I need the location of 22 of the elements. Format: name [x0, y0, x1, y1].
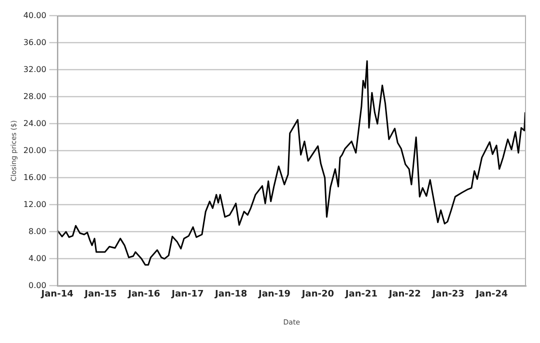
y-tick-label: 24.00 — [23, 118, 46, 128]
y-tick-label: 20.00 — [23, 146, 46, 155]
x-tick-label: Jan-20 — [300, 290, 334, 300]
x-tick-label: Jan-16 — [127, 290, 160, 300]
x-tick-label: Jan-17 — [170, 290, 204, 300]
y-tick-label: 8.00 — [28, 226, 46, 236]
x-tick-label: Jan-21 — [344, 290, 378, 300]
x-tick-label: Jan-18 — [214, 290, 248, 300]
y-tick-label: 32.00 — [23, 64, 46, 74]
x-tick-label: Jan-15 — [84, 290, 117, 300]
y-tick-label: 12.00 — [23, 200, 46, 209]
x-tick-label: Jan-24 — [474, 290, 508, 300]
y-tick-label: 36.00 — [23, 38, 46, 47]
x-tick-label: Jan-19 — [257, 290, 291, 300]
x-tick-label: Jan-22 — [388, 290, 421, 300]
y-tick-label: 28.00 — [23, 92, 46, 101]
x-tick-label: Jan-14 — [40, 290, 74, 300]
y-tick-label: 0.00 — [28, 280, 46, 290]
y-tick-label: 40.00 — [23, 10, 46, 20]
y-tick-label: 4.00 — [28, 254, 46, 263]
y-tick-label: 16.00 — [23, 172, 46, 182]
x-tick-label: Jan-23 — [431, 290, 464, 300]
